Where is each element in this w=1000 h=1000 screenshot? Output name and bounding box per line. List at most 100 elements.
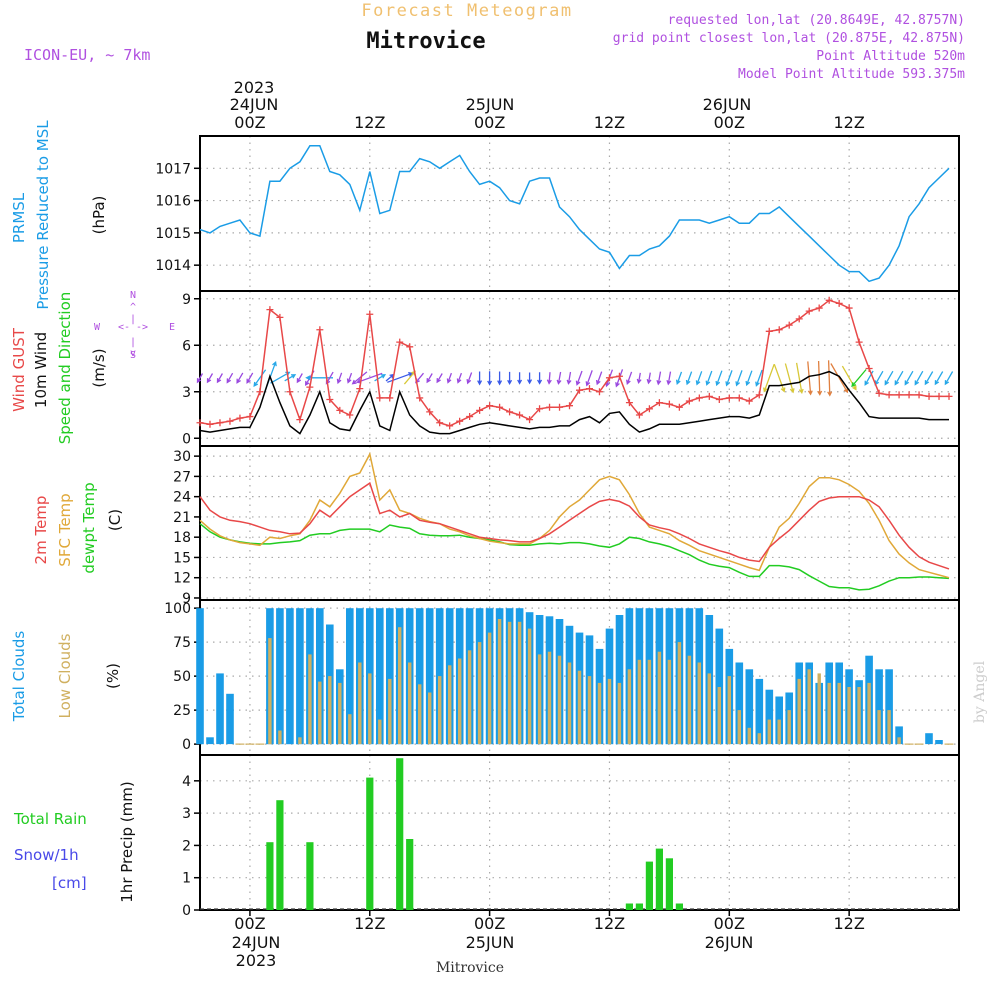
gust-marker (406, 343, 414, 351)
gust-marker (705, 392, 713, 400)
gust-marker (785, 321, 793, 329)
gust-marker (795, 315, 803, 323)
top-hour-label: 00Z (234, 113, 265, 132)
gust-marker (845, 304, 853, 312)
panel-labels: PRMSL Pressure Reduced to MSL (hPa) Wind… (10, 120, 136, 903)
low-cloud-bar (428, 692, 432, 745)
low-cloud-bar (418, 684, 422, 745)
svg-text:|: | (130, 314, 136, 325)
panel-frame (199, 445, 960, 601)
gust-marker (835, 299, 843, 307)
rain-bar (625, 903, 633, 910)
low-cloud-bar (487, 632, 492, 745)
low-cloud-bar (318, 681, 322, 745)
gust-marker (426, 408, 434, 416)
gust-marker (905, 391, 913, 399)
y-tick-label: 1015 (155, 226, 191, 242)
gust-marker (895, 391, 903, 399)
total-cloud-bar (316, 608, 324, 745)
gust-marker (765, 327, 773, 335)
top-hour-label: 12Z (354, 113, 385, 132)
gust-marker (436, 419, 444, 427)
total-cloud-bar (765, 689, 774, 745)
gust-marker (925, 392, 933, 400)
gust-marker (755, 391, 763, 399)
product-title: Forecast Meteogram (361, 1, 572, 21)
wind-arrow (884, 370, 894, 386)
total-cloud-bar (715, 628, 724, 745)
wind-arrow (894, 370, 904, 386)
wind-arrow (374, 374, 387, 382)
low-cloud-bar (308, 654, 312, 745)
low-cloud-bar (847, 687, 851, 745)
gust-marker (675, 403, 683, 411)
wind-arrow (236, 372, 244, 384)
top-date-3: 26JUN (703, 95, 752, 114)
total-cloud-bar (216, 673, 224, 745)
label-lcc: Low Clouds (56, 633, 74, 718)
y-tick-label: 25 (173, 703, 191, 719)
wind-arrow (864, 370, 874, 386)
low-cloud-bar (298, 737, 302, 745)
gust-marker (815, 304, 823, 312)
wind-arrow (487, 371, 493, 386)
y-tick-label: 4 (182, 774, 191, 790)
panel-frame (199, 135, 960, 292)
gridpoint-lonlat: grid point closest lon,lat (20.875E, 42.… (613, 31, 965, 46)
low-cloud-bar (537, 654, 542, 745)
label-rain: Total Rain (13, 810, 87, 828)
gust-marker (546, 403, 554, 411)
y-tick-label: 2 (182, 838, 191, 854)
low-cloud-bar (567, 662, 572, 745)
low-cloud-bar (677, 642, 682, 745)
wind-arrow (807, 361, 813, 396)
y-tick-label: 9 (182, 591, 191, 607)
y-tick-label: 12 (173, 571, 191, 587)
wind-arrow (426, 373, 433, 384)
wind-arrow (715, 370, 723, 387)
low-cloud-bar (647, 659, 652, 745)
wind-arrow (735, 370, 743, 387)
location-title: Mitrovice (366, 29, 485, 54)
low-cloud-bar (857, 687, 861, 745)
top-time-axis: 2023 24JUN 25JUN 26JUN 00Z 12Z 00Z 12Z 00Z 12… (230, 78, 865, 132)
compass-e: E (169, 322, 175, 333)
wind-arrow (773, 363, 786, 393)
bottom-date-3: 26JUN (705, 933, 754, 952)
low-cloud-bar (358, 662, 362, 745)
total-cloud-bar (885, 669, 893, 745)
wind-arrow (270, 371, 291, 384)
gust-marker (326, 396, 334, 403)
gust-marker (316, 326, 324, 334)
gust-marker (446, 422, 454, 430)
low-cloud-bar (577, 670, 582, 745)
y-tick-label: 21 (173, 510, 191, 526)
gust-marker (825, 296, 833, 304)
low-cloud-bar (467, 650, 472, 745)
low-cloud-bar (827, 682, 831, 745)
y-tick-label: 1016 (155, 194, 191, 210)
wind-arrow (527, 372, 533, 385)
compass-n: N (130, 290, 136, 301)
bottom-hour-label: 00Z (234, 914, 265, 933)
wind-arrow (284, 374, 297, 382)
gust-marker (246, 413, 254, 421)
wind-arrow (556, 371, 562, 385)
panel-3: 9 12 15 18 21 24 27 30 (173, 445, 960, 607)
label-gust: Wind GUST (10, 327, 28, 412)
wind-arrow (575, 370, 583, 386)
gust-marker (745, 397, 753, 405)
low-cloud-bar (477, 642, 482, 745)
gust-marker (615, 372, 623, 380)
low-cloud-bar (348, 714, 352, 745)
low-cloud-bar (777, 719, 781, 745)
y-tick-label: 0 (182, 737, 191, 753)
wind-arrow (387, 372, 414, 383)
wind-arrow (685, 371, 693, 386)
wind-arrow (517, 372, 523, 385)
wind-arrow (725, 370, 733, 387)
low-cloud-bar (527, 628, 532, 745)
total-cloud-bar (386, 608, 394, 745)
total-cloud-bar (745, 669, 754, 745)
